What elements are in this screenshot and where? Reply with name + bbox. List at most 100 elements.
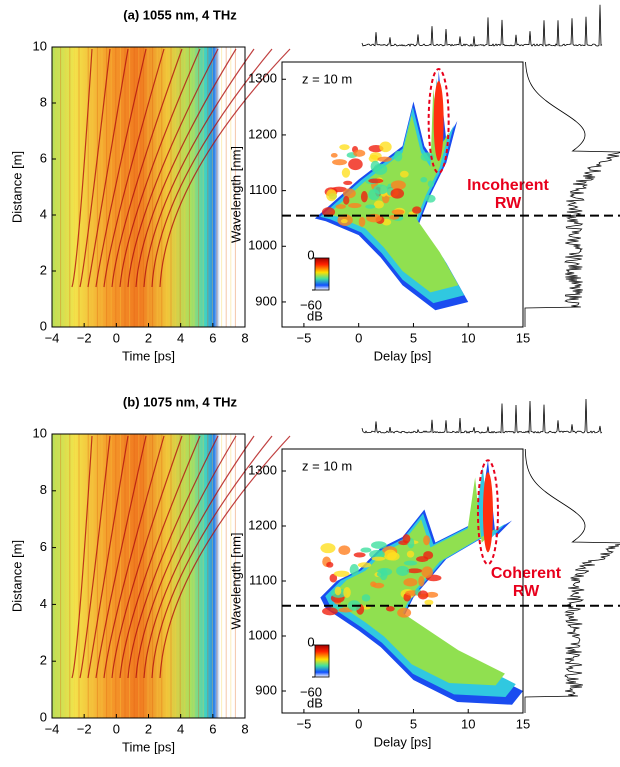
x-tick-label: 2 (145, 721, 152, 736)
soliton-trace (135, 435, 237, 679)
heatmap-spot (420, 152, 435, 162)
x-tick-label: 8 (241, 330, 248, 345)
rw-pulse (433, 81, 444, 162)
colorbar (314, 257, 330, 291)
heatmap-spot (348, 203, 362, 209)
heatmap-spot (371, 541, 387, 549)
heatmap-spot (406, 550, 415, 558)
heatmap-spot (390, 180, 406, 190)
annotation: z = 10 m (302, 71, 352, 86)
y-tick-label: 4 (40, 596, 47, 611)
heatmap-spot (371, 556, 386, 561)
heatmap-spot (332, 159, 348, 166)
x-tick-label: 15 (516, 716, 530, 731)
soliton-trace (135, 48, 237, 288)
heatmap-spot (390, 188, 405, 199)
soliton-trace (79, 435, 111, 679)
heatmap-spot (412, 206, 422, 214)
heatmap-spot (394, 150, 403, 162)
heatmap-spot (423, 535, 431, 546)
annotation: z = 10 m (302, 458, 352, 473)
x-tick-label: −4 (45, 330, 60, 345)
x-tick-label: 4 (177, 721, 184, 736)
soliton-trace (87, 435, 129, 679)
x-tick-label: 0 (113, 330, 120, 345)
y-tick-label: 2 (40, 653, 47, 668)
heatmap-spot (334, 586, 342, 596)
x-tick-label: 5 (410, 716, 417, 731)
soliton-trace (119, 435, 201, 679)
y-tick-label: 6 (40, 150, 47, 165)
heatmap-spot (333, 570, 350, 577)
spectrum-right (524, 448, 620, 713)
heatmap-spot (343, 195, 350, 205)
y-tick-label: 10 (33, 425, 47, 440)
x-tick-label: −5 (296, 716, 311, 731)
spectrum-top (361, 4, 603, 47)
spectrum-top (361, 398, 603, 435)
colorbar-label: 0 (307, 247, 314, 262)
y-tick-label: 1300 (248, 462, 277, 477)
heatmap-spot (361, 594, 371, 602)
rw-label: RW (495, 195, 522, 212)
rw-label: RW (513, 583, 540, 600)
heatmap-spot (353, 552, 366, 558)
soliton-trace (159, 435, 291, 679)
heatmap-spot (326, 189, 337, 202)
y-tick-label: 1200 (248, 517, 277, 532)
heatmap-spot (320, 543, 336, 554)
soliton-trace (103, 435, 165, 679)
rw-label: Coherent (491, 565, 562, 582)
heatmap-spot (365, 204, 376, 209)
y-axis-label: Distance [m] (9, 540, 24, 612)
heatmap-spot (339, 144, 350, 151)
heatmap-image (52, 47, 245, 327)
colorbar-unit: dB (307, 308, 323, 323)
heatmap-spot (397, 607, 412, 618)
x-axis-label: Delay [ps] (374, 348, 432, 363)
x-axis-label: Time [ps] (122, 348, 175, 363)
heatmap-spot (400, 170, 409, 178)
colorbar (314, 644, 330, 678)
y-tick-label: 8 (40, 482, 47, 497)
heatmap-spot (368, 178, 384, 184)
y-tick-label: 900 (255, 293, 277, 308)
soliton-trace (87, 48, 129, 288)
x-tick-label: 6 (209, 330, 216, 345)
heatmap-spot (373, 163, 388, 175)
heatmap-spot (373, 184, 389, 195)
y-tick-label: 2 (40, 262, 47, 277)
heatmap-spot (338, 545, 351, 556)
rw-pulse (482, 472, 493, 553)
rw-marker (476, 459, 499, 566)
y-axis-label: Distance [m] (9, 151, 24, 223)
colorbar-label: −60 (300, 684, 322, 699)
x-tick-label: 0 (113, 721, 120, 736)
y-tick-label: 900 (255, 682, 277, 697)
spectrum-right (524, 61, 620, 327)
x-tick-label: 6 (209, 721, 216, 736)
heatmap-spot (343, 586, 351, 598)
y-axis-label: Wavelength [nm] (228, 146, 243, 243)
heatmap-spot (349, 564, 359, 576)
soliton-trace (71, 48, 93, 288)
colorbar-label: 0 (307, 634, 314, 649)
heatmap-spot (425, 194, 436, 203)
y-tick-label: 1100 (249, 182, 277, 197)
heatmap-spot (341, 167, 351, 178)
rw-marker (427, 68, 450, 175)
heatmap-spot (360, 191, 368, 203)
soliton-trace (95, 48, 147, 288)
heatmap-spot (417, 590, 429, 600)
heatmap-spot (322, 607, 338, 616)
heatmap-spot (420, 177, 428, 183)
x-tick-label: 2 (145, 330, 152, 345)
soliton-trace (143, 48, 255, 288)
heatmap-spot (330, 153, 338, 158)
y-tick-label: 4 (40, 206, 47, 221)
soliton-trace (95, 435, 147, 679)
y-tick-label: 0 (40, 709, 47, 724)
heatmap-spot (396, 565, 410, 576)
plot-frame (281, 61, 524, 328)
